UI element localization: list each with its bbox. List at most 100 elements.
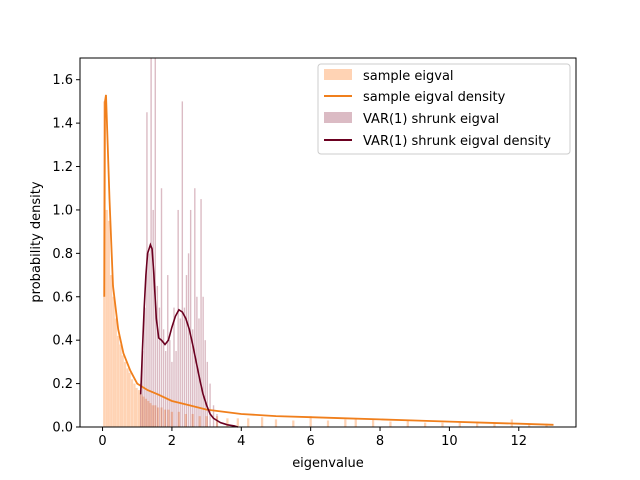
var1-shrunk-eigval-bar-2 [144,307,146,427]
legend-swatch-var1-shrunk-eigval [324,112,352,123]
var1-shrunk-eigval-bar-17 [175,351,177,427]
y-tick-label-6: 1.2 [52,160,73,175]
sample-eigval-bar-8 [121,355,124,427]
x-axis-ticks: 0 2 4 6 8 10 12 [98,427,527,449]
sample-eigval-bar-28 [177,411,180,427]
sample-eigval-bar-26 [167,409,170,427]
sample-eigval-bar-41 [326,420,330,427]
sample-eigval-bar-16 [140,394,143,427]
var1-shrunk-eigval-bar-21 [183,307,186,427]
var1-shrunk-eigval-bar-1 [142,351,144,427]
sample-eigval-bar-32 [205,416,208,427]
var1-shrunk-eigval-bar-32 [206,361,208,427]
sample-eigval-bar-45 [389,421,392,427]
sample-eigval-bar-18 [144,398,148,427]
var1-shrunk-eigval-bar-12 [164,351,167,427]
var1-shrunk-eigval-bar-6 [152,209,154,427]
sample-eigval-bar-19 [147,400,150,427]
sample-eigval-bar-22 [154,405,157,427]
sample-eigval-bar-49 [458,422,461,427]
sample-eigval-bar-14 [135,387,138,427]
legend-label-sample-eigval: sample eigval [363,69,454,84]
var1-shrunk-eigval-bar-14 [169,340,171,427]
sample-eigval-bar-21 [151,405,154,427]
x-tick-label-5: 10 [441,434,458,449]
var1-shrunk-eigval-bar-25 [192,329,194,427]
var1-shrunk-eigval-bar-19 [179,318,181,427]
var1-shrunk-eigval-bar-33 [209,383,211,427]
var1-shrunk-eigval-bar-20 [181,101,184,427]
sample-eigval-bar-43 [354,418,357,427]
y-tick-label-8: 1.6 [52,73,73,88]
sample-eigval-bar-3 [110,275,113,427]
var1-shrunk-eigval-bar-34 [212,405,215,427]
x-tick-label-1: 2 [168,434,176,449]
sample-eigval-bar-20 [149,403,152,427]
sample-eigval-bar-11 [128,372,131,427]
sample-eigval-bar-53 [528,423,531,427]
var1-shrunk-eigval-histogram [140,58,218,427]
sample-eigval-bar-15 [137,390,141,427]
var1-shrunk-eigval-bar-31 [204,340,206,427]
sample-eigval-bar-23 [156,407,160,427]
sample-eigval-bar-17 [142,396,145,427]
sample-eigval-bar-13 [133,383,136,427]
var1-shrunk-eigval-bar-10 [160,188,163,427]
y-tick-label-3: 0.6 [52,290,73,305]
sample-eigval-bar-48 [441,422,444,427]
var1-shrunk-eigval-bar-11 [162,329,165,427]
var1-shrunk-eigval-bar-8 [156,285,159,427]
var1-shrunk-eigval-bar-4 [148,253,150,427]
var1-shrunk-eigval-bar-23 [187,253,190,427]
sample-eigval-bar-38 [274,419,278,427]
sample-eigval-bar-39 [292,420,295,427]
legend-label-sample-eigval-density: sample eigval density [363,90,506,105]
sample-eigval-bar-27 [170,411,174,427]
var1-shrunk-eigval-bar-0 [140,383,142,427]
var1-shrunk-eigval-bar-29 [200,199,202,427]
var1-shrunk-eigval-bar-7 [154,58,156,427]
sample-eigval-bar-34 [226,418,229,427]
sample-eigval-bar-29 [184,413,187,427]
y-axis-label: probability density [29,181,44,302]
sample-eigval-bar-5 [114,318,117,427]
var1-shrunk-eigval-bar-15 [171,361,173,427]
var1-shrunk-eigval-bar-30 [202,296,204,427]
sample-eigval-bar-7 [119,344,122,427]
sample-eigval-bar-35 [236,418,239,427]
var1-shrunk-eigval-bar-16 [173,307,175,427]
legend: sample eigval sample eigval density VAR(… [317,63,571,155]
y-tick-label-0: 0.0 [52,421,73,436]
sample-eigval-bar-46 [406,420,409,427]
sample-eigval-histogram [103,101,548,427]
sample-eigval-bar-6 [117,335,120,427]
x-tick-label-3: 6 [307,434,315,449]
y-tick-label-5: 1.0 [52,203,73,218]
legend-label-var1-shrunk-eigval: VAR(1) shrunk eigval [363,112,499,127]
var1-shrunk-eigval-bar-13 [167,275,169,427]
sample-eigval-bar-31 [198,416,201,427]
sample-eigval-bar-1 [105,209,108,427]
sample-eigval-bar-36 [247,418,250,427]
x-tick-label-4: 8 [376,434,384,449]
sample-eigval-bar-50 [476,421,479,427]
sample-eigval-bar-10 [126,368,129,427]
y-axis-ticks: 0.0 0.2 0.4 0.6 0.8 1.0 1.2 1.4 1.6 [52,73,80,436]
var1-shrunk-eigval-density-line [139,242,239,428]
sample-eigval-bar-47 [423,422,427,427]
sample-eigval-bar-9 [123,361,127,427]
var1-shrunk-eigval-bar-24 [189,209,192,427]
sample-eigval-bar-37 [260,417,264,427]
y-tick-label-2: 0.4 [52,334,73,349]
var1-shrunk-eigval-bar-26 [194,188,196,427]
sample-eigval-bar-2 [107,220,110,427]
sample-eigval-density-line [103,94,554,426]
y-tick-label-4: 0.8 [52,247,73,262]
x-tick-label-6: 12 [510,434,527,449]
sample-eigval-bar-44 [371,419,375,427]
plot-frame [79,57,577,428]
legend-box [317,63,571,155]
legend-swatch-sample-eigval [324,69,352,80]
legend-label-var1-shrunk-eigval-density: VAR(1) shrunk eigval density [363,134,551,149]
